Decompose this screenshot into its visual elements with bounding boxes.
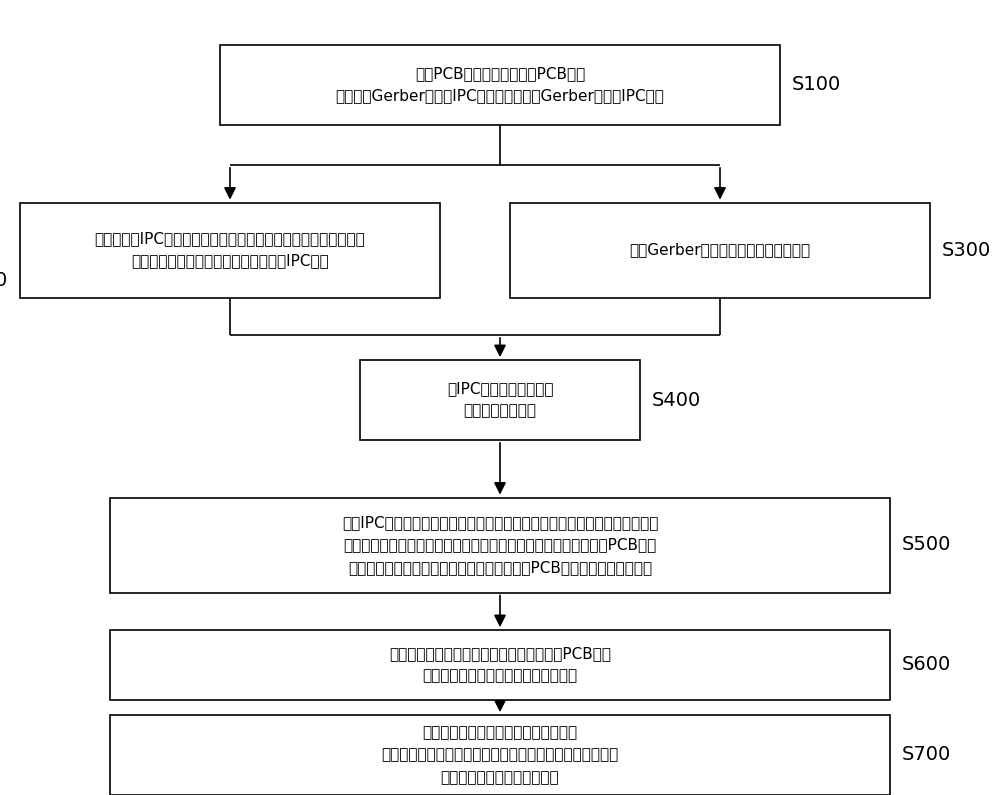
Text: 加载Gerber文件并分析计算出物理网络: 加载Gerber文件并分析计算出物理网络 [629, 242, 811, 258]
Text: S100: S100 [792, 76, 841, 95]
Text: 依据IPC文件中的引脚坐标和被投影命中的物理网络建立映射关系，分别建立
第一映射关联表和第二映射关联表，其中第一映射关联表用以检测PCB设计
文件是否存在开路，: 依据IPC文件中的引脚坐标和被投影命中的物理网络建立映射关系，分别建立 第一映射… [342, 515, 658, 575]
Bar [220, 45, 780, 125]
Text: S200: S200 [0, 270, 8, 289]
Text: 依据第一映射关联表和第二映射关联表检测PCB设计
文件是否存在开路或短路并展示和存储: 依据第一映射关联表和第二映射关联表检测PCB设计 文件是否存在开路或短路并展示和… [389, 646, 611, 684]
Bar [110, 498, 890, 592]
Text: S700: S700 [902, 746, 951, 765]
Text: S300: S300 [942, 241, 991, 259]
Bar [110, 630, 890, 700]
Bar [510, 203, 930, 297]
Text: S500: S500 [902, 536, 951, 554]
Text: 加载并获取IPC文件中的引脚坐标数据和逻辑网络编号数据，依据
引脚坐标数据和逻辑网络编号数据构建IPC网络: 加载并获取IPC文件中的引脚坐标数据和逻辑网络编号数据，依据 引脚坐标数据和逻辑… [95, 231, 365, 269]
Text: 获取PCB设计文件并依据该PCB设计
文件导出Gerber文件和IPC文件，或者获取Gerber文件和IPC文件: 获取PCB设计文件并依据该PCB设计 文件导出Gerber文件和IPC文件，或者… [336, 67, 664, 103]
Text: 将IPC文件中的引脚坐标
投影到物理网络中: 将IPC文件中的引脚坐标 投影到物理网络中 [447, 382, 553, 419]
Bar [110, 715, 890, 795]
Bar [360, 360, 640, 440]
Text: S600: S600 [902, 656, 951, 674]
Text: 依据第一映射关联表和第二映射关联表
以及开短路数据建立开短路分析表，开短路分析表至少包括
短路数量统计和开路数量统计: 依据第一映射关联表和第二映射关联表 以及开短路数据建立开短路分析表，开短路分析表… [381, 725, 619, 785]
Bar [20, 203, 440, 297]
Text: S400: S400 [652, 390, 701, 409]
